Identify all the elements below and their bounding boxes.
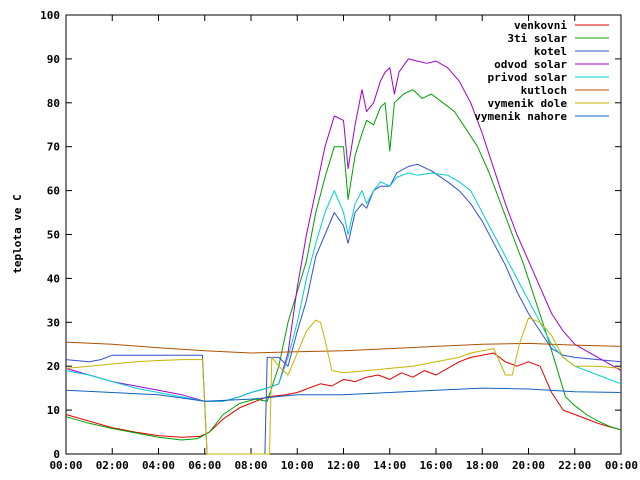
y-tick-label: 80 (47, 97, 60, 110)
y-tick-label: 60 (47, 185, 60, 198)
x-tick-label: 22:00 (558, 459, 591, 472)
legend-label: venkovni (514, 19, 567, 32)
legend-label: kutloch (521, 84, 567, 97)
y-tick-label: 90 (47, 53, 60, 66)
y-tick-label: 30 (47, 316, 60, 329)
series-line-4 (65, 172, 622, 402)
y-axis-ticks: 0 10 20 30 40 50 60 70 80 90 100 (40, 9, 621, 461)
y-tick-label: 40 (47, 272, 60, 285)
series-line-5 (65, 341, 622, 354)
series-line-1 (65, 89, 622, 441)
x-tick-label: 00:00 (605, 459, 638, 472)
x-tick-label: 18:00 (466, 459, 499, 472)
x-tick-label: 20:00 (512, 459, 545, 472)
legend-label: privod solar (488, 71, 568, 84)
legend-label: 3ti solar (507, 32, 567, 45)
y-tick-label: 20 (47, 360, 60, 373)
x-tick-label: 14:00 (373, 459, 406, 472)
x-tick-label: 12:00 (327, 459, 360, 472)
y-tick-label: 10 (47, 404, 60, 417)
series-line-2 (65, 163, 622, 455)
y-axis-label: teplota ve C (11, 194, 24, 273)
series-line-7 (65, 387, 622, 402)
x-tick-label: 04:00 (142, 459, 175, 472)
series-line-6 (65, 317, 622, 455)
y-tick-label: 100 (40, 9, 60, 22)
x-tick-label: 08:00 (234, 459, 267, 472)
x-tick-label: 02:00 (96, 459, 129, 472)
y-tick-label: 70 (47, 141, 60, 154)
legend-label: kotel (534, 45, 567, 58)
x-tick-label: 16:00 (419, 459, 452, 472)
x-tick-label: 00:00 (49, 459, 82, 472)
x-axis-ticks: 00:00 02:00 04:00 06:00 08:00 10:00 12:00 14:00… (49, 15, 638, 472)
legend-label: vymenik nahore (474, 110, 567, 123)
x-tick-label: 10:00 (281, 459, 314, 472)
legend-label: vymenik dole (488, 97, 568, 110)
y-tick-label: 0 (53, 448, 60, 461)
series-lines (65, 58, 622, 455)
x-tick-label: 06:00 (188, 459, 221, 472)
legend-label: odvod solar (494, 58, 567, 71)
y-tick-label: 50 (47, 229, 60, 242)
